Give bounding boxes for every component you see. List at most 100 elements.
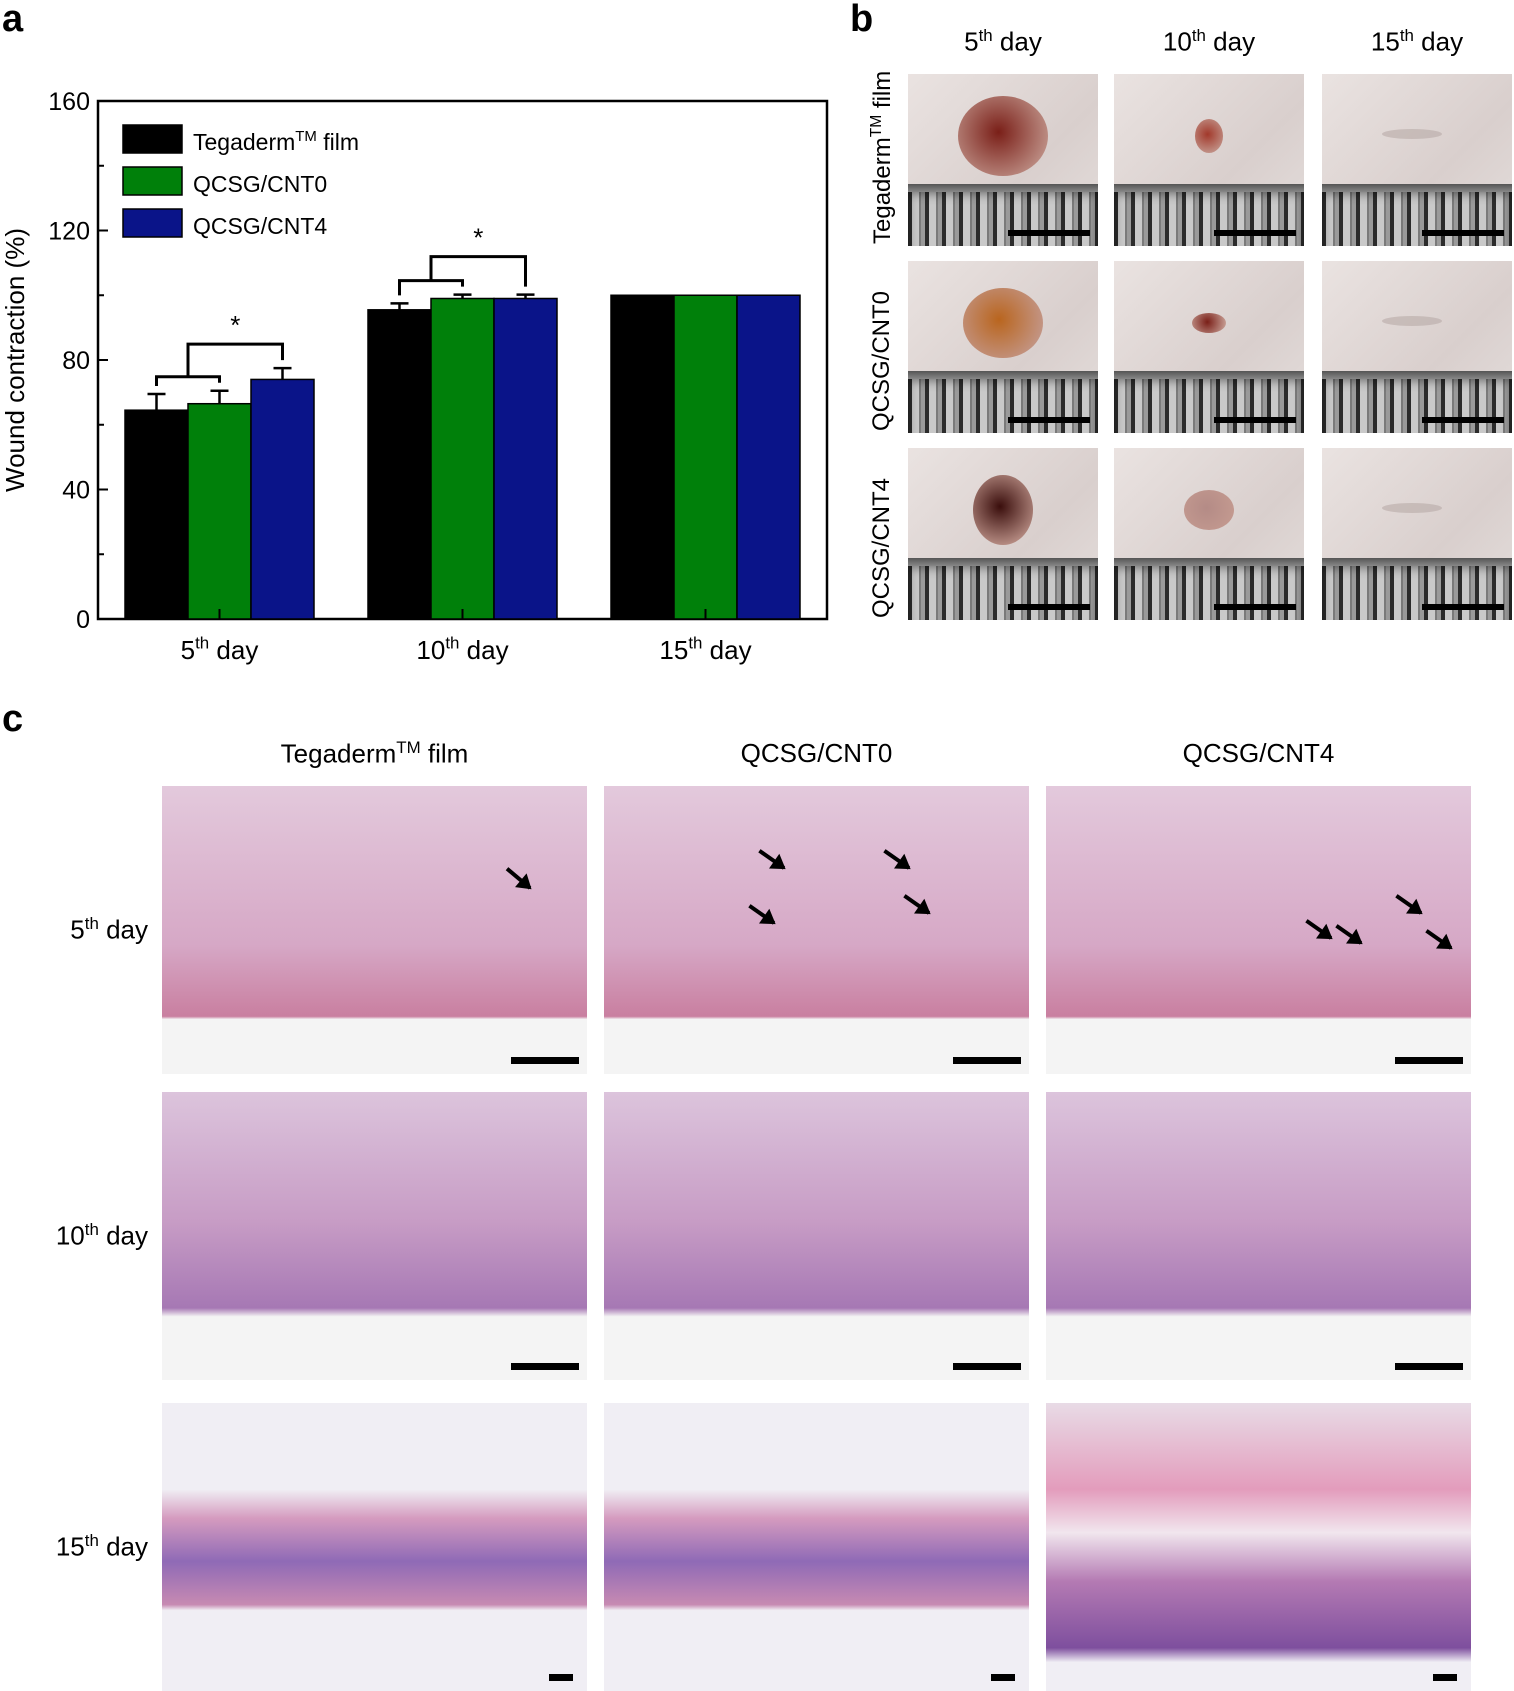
wound-area (1184, 490, 1234, 530)
legend-label-0: TegadermTM film (193, 128, 359, 155)
legend-label-2: QCSG/CNT4 (193, 213, 327, 239)
healed-scar (1382, 316, 1442, 326)
scale-bar (1395, 1363, 1463, 1370)
scale-bar (991, 1674, 1015, 1681)
wound-photo (908, 261, 1098, 433)
photo-row-label: QCSG/CNT0 (868, 290, 895, 431)
ruler (1322, 371, 1512, 433)
bar-chart: 0 40 80 120 160 Wound contraction (%) 5th day 1… (0, 88, 829, 665)
histology-column-header: TegadermTM film (280, 738, 469, 769)
legend-swatch-2 (122, 208, 183, 238)
histology-column-header: QCSG/CNT4 (1182, 738, 1335, 768)
arrow-icon (1335, 924, 1363, 945)
wound-area (958, 96, 1048, 176)
scale-bar (1008, 230, 1090, 236)
scale-bar (1422, 230, 1504, 236)
panel-label-c: c (2, 698, 24, 740)
scale-bar (1214, 417, 1296, 423)
arrow-icon (758, 849, 786, 870)
photo-row-label: TegadermTM film (868, 70, 896, 244)
scale-bar (511, 1363, 579, 1370)
ruler (908, 371, 1098, 433)
photo-column-header: 15th day (1370, 26, 1464, 57)
scale-bar (1214, 604, 1296, 610)
significance-bracket-outer (429, 255, 527, 287)
bar-s1-c0 (187, 402, 252, 620)
wound-area (963, 288, 1043, 358)
wound-photo (1322, 448, 1512, 620)
wound-photo (1114, 74, 1304, 246)
x-tick-label: 15th day (659, 634, 751, 665)
histology-image (162, 1092, 587, 1380)
significance-bracket-outer (186, 342, 284, 377)
arrow-icon (883, 849, 911, 870)
histology-row-label: 10th day (55, 1220, 148, 1251)
ruler (1322, 558, 1512, 620)
ruler (1322, 184, 1512, 246)
wound-photo (1322, 261, 1512, 433)
ruler (908, 558, 1098, 620)
wound-photo (908, 74, 1098, 246)
scale-bar (953, 1057, 1021, 1064)
wound-area (1192, 313, 1226, 333)
bar-s0-c1 (367, 309, 432, 620)
scale-bar (1433, 1674, 1457, 1681)
histology-image (162, 1403, 587, 1691)
arrow-icon (1395, 894, 1423, 915)
bar-s2-c1 (493, 297, 558, 620)
scale-bar (1008, 604, 1090, 610)
y-tick-label: 40 (62, 477, 90, 505)
significance-bracket-inner (398, 279, 464, 296)
ruler (1114, 371, 1304, 433)
histology-image (162, 786, 587, 1074)
histology-image (604, 1092, 1029, 1380)
y-tick-label: 160 (48, 88, 90, 116)
ruler (1114, 184, 1304, 246)
arrow-icon (748, 904, 776, 925)
scale-bar (1422, 417, 1504, 423)
y-tick-label: 0 (76, 606, 90, 634)
arrow-icon (903, 894, 931, 915)
histology-row-label: 5th day (70, 914, 148, 945)
arrow-icon (505, 867, 532, 890)
wound-area (1195, 119, 1223, 153)
wound-area (973, 475, 1033, 545)
significance-star: * (473, 223, 483, 253)
scale-bar (1214, 230, 1296, 236)
legend-swatch-0 (122, 124, 183, 154)
scale-bar (1395, 1057, 1463, 1064)
bar-s0-c0 (124, 409, 189, 620)
healed-scar (1382, 503, 1442, 513)
wound-photo (1322, 74, 1512, 246)
histology-image (1046, 1092, 1471, 1380)
arrow-icon (1305, 919, 1333, 940)
significance-star: * (230, 310, 240, 340)
scale-bar (953, 1363, 1021, 1370)
wound-photo (1114, 261, 1304, 433)
histology-image (604, 786, 1029, 1074)
histology-image (1046, 1403, 1471, 1691)
bar-s0-c2 (610, 294, 675, 620)
scale-bar (511, 1057, 579, 1064)
ruler (1114, 558, 1304, 620)
photo-row-label: QCSG/CNT4 (868, 477, 895, 618)
ruler (908, 184, 1098, 246)
photo-column-header: 10th day (1162, 26, 1256, 57)
wound-photo (1114, 448, 1304, 620)
histology-image (1046, 786, 1471, 1074)
healed-scar (1382, 129, 1442, 139)
bar-s2-c2 (736, 294, 801, 620)
arrow-icon (1425, 929, 1453, 950)
scale-bar (1422, 604, 1504, 610)
histology-column-header: QCSG/CNT0 (740, 738, 893, 768)
significance-bracket-inner (155, 375, 221, 386)
y-axis-label: Wound contraction (%) (0, 228, 30, 492)
scale-bar (1008, 417, 1090, 423)
wound-photo (908, 448, 1098, 620)
x-tick-label: 5th day (181, 634, 259, 665)
y-tick-label: 120 (48, 218, 90, 246)
y-tick-label: 80 (62, 347, 90, 375)
bar-s1-c2 (673, 294, 738, 620)
panel-label-b: b (850, 0, 874, 40)
